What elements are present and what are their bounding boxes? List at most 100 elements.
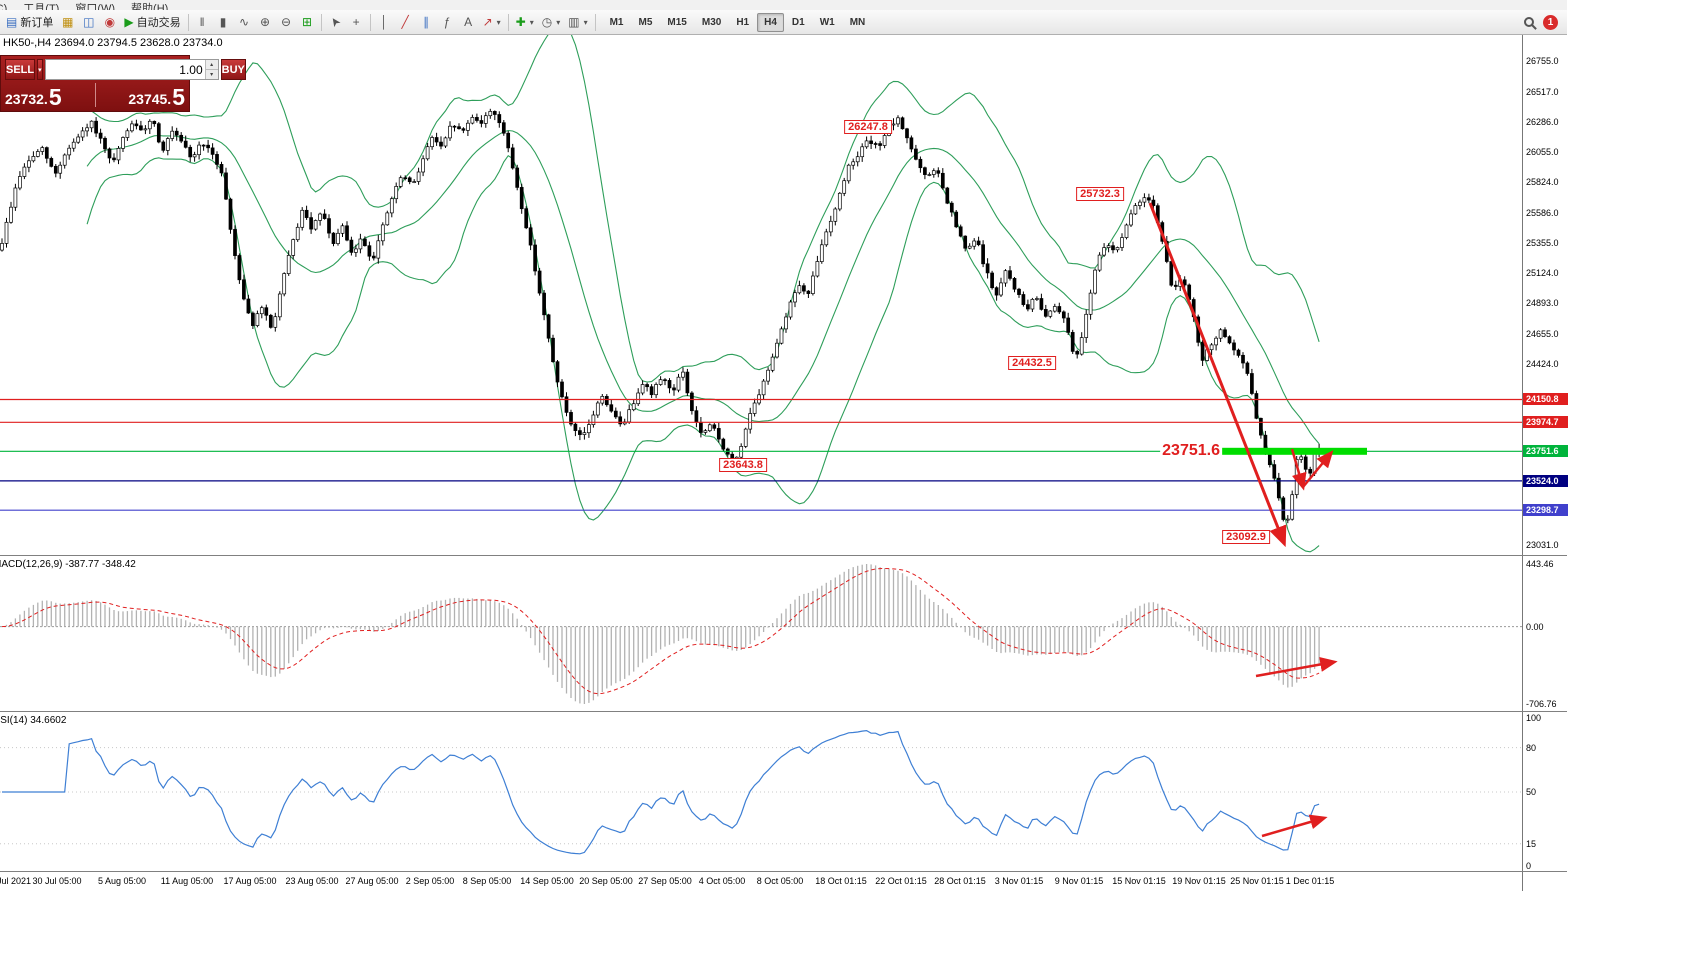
tf-button-d1[interactable]: D1: [785, 13, 812, 32]
tf-button-m30[interactable]: M30: [695, 13, 728, 32]
indicators-plus-icon: ✚: [515, 15, 526, 29]
channel-icon: ∥: [423, 15, 430, 29]
time-label: 30 Jul 05:00: [32, 876, 82, 886]
menu-item[interactable]: 帮助(H): [131, 3, 169, 10]
time-axis: Jul 2021 30 Jul 05:00 5 Aug 05:00 11 Aug 05…: [0, 872, 1522, 892]
vertical-line-button[interactable]: │: [374, 12, 395, 33]
time-label: 1 Dec 01:15: [1285, 876, 1335, 886]
sell-button[interactable]: SELL: [5, 59, 36, 80]
price-spacer: [62, 83, 129, 107]
time-label: 28 Oct 01:15: [934, 876, 986, 886]
time-label: 17 Aug 05:00: [223, 876, 277, 886]
tf-button-h4[interactable]: H4: [757, 12, 784, 32]
time-label: 15 Nov 01:15: [1112, 876, 1166, 886]
profiles-icon: ◫: [83, 15, 95, 29]
price-divider: [94, 83, 96, 107]
autotrading-button[interactable]: ▶ 自动交易: [120, 12, 184, 33]
rsi-plot[interactable]: RSI(14) 34.6602: [0, 712, 1522, 872]
indicators-button[interactable]: ✚ ▾: [512, 12, 538, 33]
volume-down-button[interactable]: ▾: [205, 70, 218, 79]
template-icon: ▥: [568, 15, 580, 29]
price-badge: 23524.0: [1523, 474, 1568, 487]
buy-button[interactable]: BUY: [220, 59, 246, 80]
rsi-name: RSI(14): [0, 715, 28, 726]
price-axis-label: 25824.0: [1526, 177, 1559, 187]
menu-item[interactable]: 图表(C): [0, 3, 8, 10]
time-label: 25 Nov 01:15: [1230, 876, 1284, 886]
bar-chart-icon: ‖: [199, 15, 205, 29]
search-icon[interactable]: [1524, 17, 1534, 27]
crosshair-button[interactable]: +: [346, 12, 367, 33]
time-label: 18 Oct 01:15: [815, 876, 867, 886]
price-badge: 23974.7: [1523, 416, 1568, 429]
volume-dropdown-button[interactable]: ▾: [37, 59, 43, 80]
price-callout: 23092.9: [1222, 529, 1270, 544]
trendline-icon: ╱: [401, 15, 409, 29]
new-order-label: 新订单: [20, 17, 54, 29]
trendline-button[interactable]: ╱: [395, 12, 416, 33]
new-order-button[interactable]: ▤ 新订单: [2, 12, 57, 33]
macd-axis-label: 443.46: [1526, 559, 1554, 569]
bar-chart-type-button[interactable]: ‖: [192, 12, 213, 33]
text-tool-button[interactable]: A: [458, 12, 479, 33]
buy-price: 23745. 5: [128, 84, 185, 110]
chart-ohlc-info: HK50-,H4 23694.0 23794.5 23628.0 23734.0: [3, 37, 223, 49]
one-click-trading-panel: SELL ▾ ▴ ▾ BUY 23732.5 23745.5: [0, 55, 246, 112]
charts-button[interactable]: ▦: [57, 12, 78, 33]
tf-button-m1[interactable]: M1: [603, 13, 631, 32]
alerts-button[interactable]: ◉: [99, 12, 120, 33]
notification-badge[interactable]: 1: [1543, 14, 1558, 30]
tf-button-m5[interactable]: M5: [632, 13, 660, 32]
time-label: 11 Aug 05:00: [160, 876, 214, 886]
toolbar-right: 1: [1524, 14, 1565, 30]
line-chart-type-button[interactable]: ∿: [234, 12, 255, 33]
time-label: 19 Nov 01:15: [1172, 876, 1226, 886]
price-axis-label: 25124.0: [1526, 267, 1559, 278]
price-axis-label: 26055.0: [1526, 146, 1559, 157]
rsi-axis-label: 80: [1526, 742, 1537, 753]
menu-item[interactable]: 窗口(W): [75, 3, 116, 10]
tf-button-w1[interactable]: W1: [813, 13, 842, 32]
tf-button-h1[interactable]: H1: [729, 13, 756, 32]
zoom-out-button[interactable]: ⊖: [276, 12, 297, 33]
toolbar-separator: [594, 13, 596, 31]
macd-name: MACD(12,26,9): [0, 559, 63, 570]
volume-up-button[interactable]: ▴: [205, 60, 218, 70]
rsi-label: RSI(14) 34.6602: [0, 715, 66, 726]
tf-button-mn[interactable]: MN: [843, 13, 873, 32]
cursor-button[interactable]: ➤: [325, 12, 346, 33]
fibonacci-button[interactable]: ƒ: [437, 12, 458, 33]
toolbar: ▤ 新订单 ▦ ◫ ◉ ▶ 自动交易 ‖ ▮ ∿ ⊕ ⊖ ⊞ ➤ + │ ╱ ∥ ƒ…: [0, 10, 1567, 35]
volume-field: ▴ ▾: [44, 59, 219, 80]
tile-windows-button[interactable]: ⊞: [297, 12, 318, 33]
zoom-in-button[interactable]: ⊕: [255, 12, 276, 33]
arrows-tool-button[interactable]: ↗ ▾: [479, 12, 505, 33]
profiles-button[interactable]: ◫: [78, 12, 99, 33]
candlestick-type-button[interactable]: ▮: [213, 12, 234, 33]
rsi-value: 34.6602: [30, 715, 67, 726]
periods-button[interactable]: ◷ ▾: [538, 12, 565, 33]
time-label: 27 Aug 05:00: [345, 876, 399, 886]
vertical-line-icon: │: [380, 15, 388, 29]
new-order-icon: ▤: [6, 15, 18, 29]
price-callout: 26247.8: [844, 119, 892, 134]
macd-plot[interactable]: MACD(12,26,9) -387.77 -348.42: [0, 556, 1522, 712]
time-label: 27 Sep 05:00: [638, 876, 692, 886]
macd-axis: 443.46 0.00 -706.76: [1522, 556, 1567, 711]
menu-bar: 图表(C) 工具(T) 窗口(W) 帮助(H): [0, 0, 1567, 10]
volume-input[interactable]: [45, 60, 205, 79]
main-chart-row: HK50-,H4 23694.0 23794.5 23628.0 23734.0…: [0, 35, 1568, 555]
chevron-down-icon: ▾: [496, 17, 501, 27]
menu-item[interactable]: 工具(T): [23, 3, 60, 10]
channel-button[interactable]: ∥: [416, 12, 437, 33]
chevron-down-icon: ▾: [583, 17, 588, 27]
time-axis-corner: [1522, 872, 1567, 891]
main-chart-plot[interactable]: HK50-,H4 23694.0 23794.5 23628.0 23734.0…: [0, 35, 1522, 555]
time-label: 8 Sep 05:00: [462, 876, 512, 886]
buy-price-big: 5: [172, 84, 185, 110]
rsi-axis-label: 100: [1526, 713, 1542, 723]
zoom-out-icon: ⊖: [281, 15, 292, 29]
tf-button-m15[interactable]: M15: [660, 13, 693, 32]
charts-icon: ▦: [62, 15, 74, 29]
template-button[interactable]: ▥ ▾: [564, 12, 591, 33]
